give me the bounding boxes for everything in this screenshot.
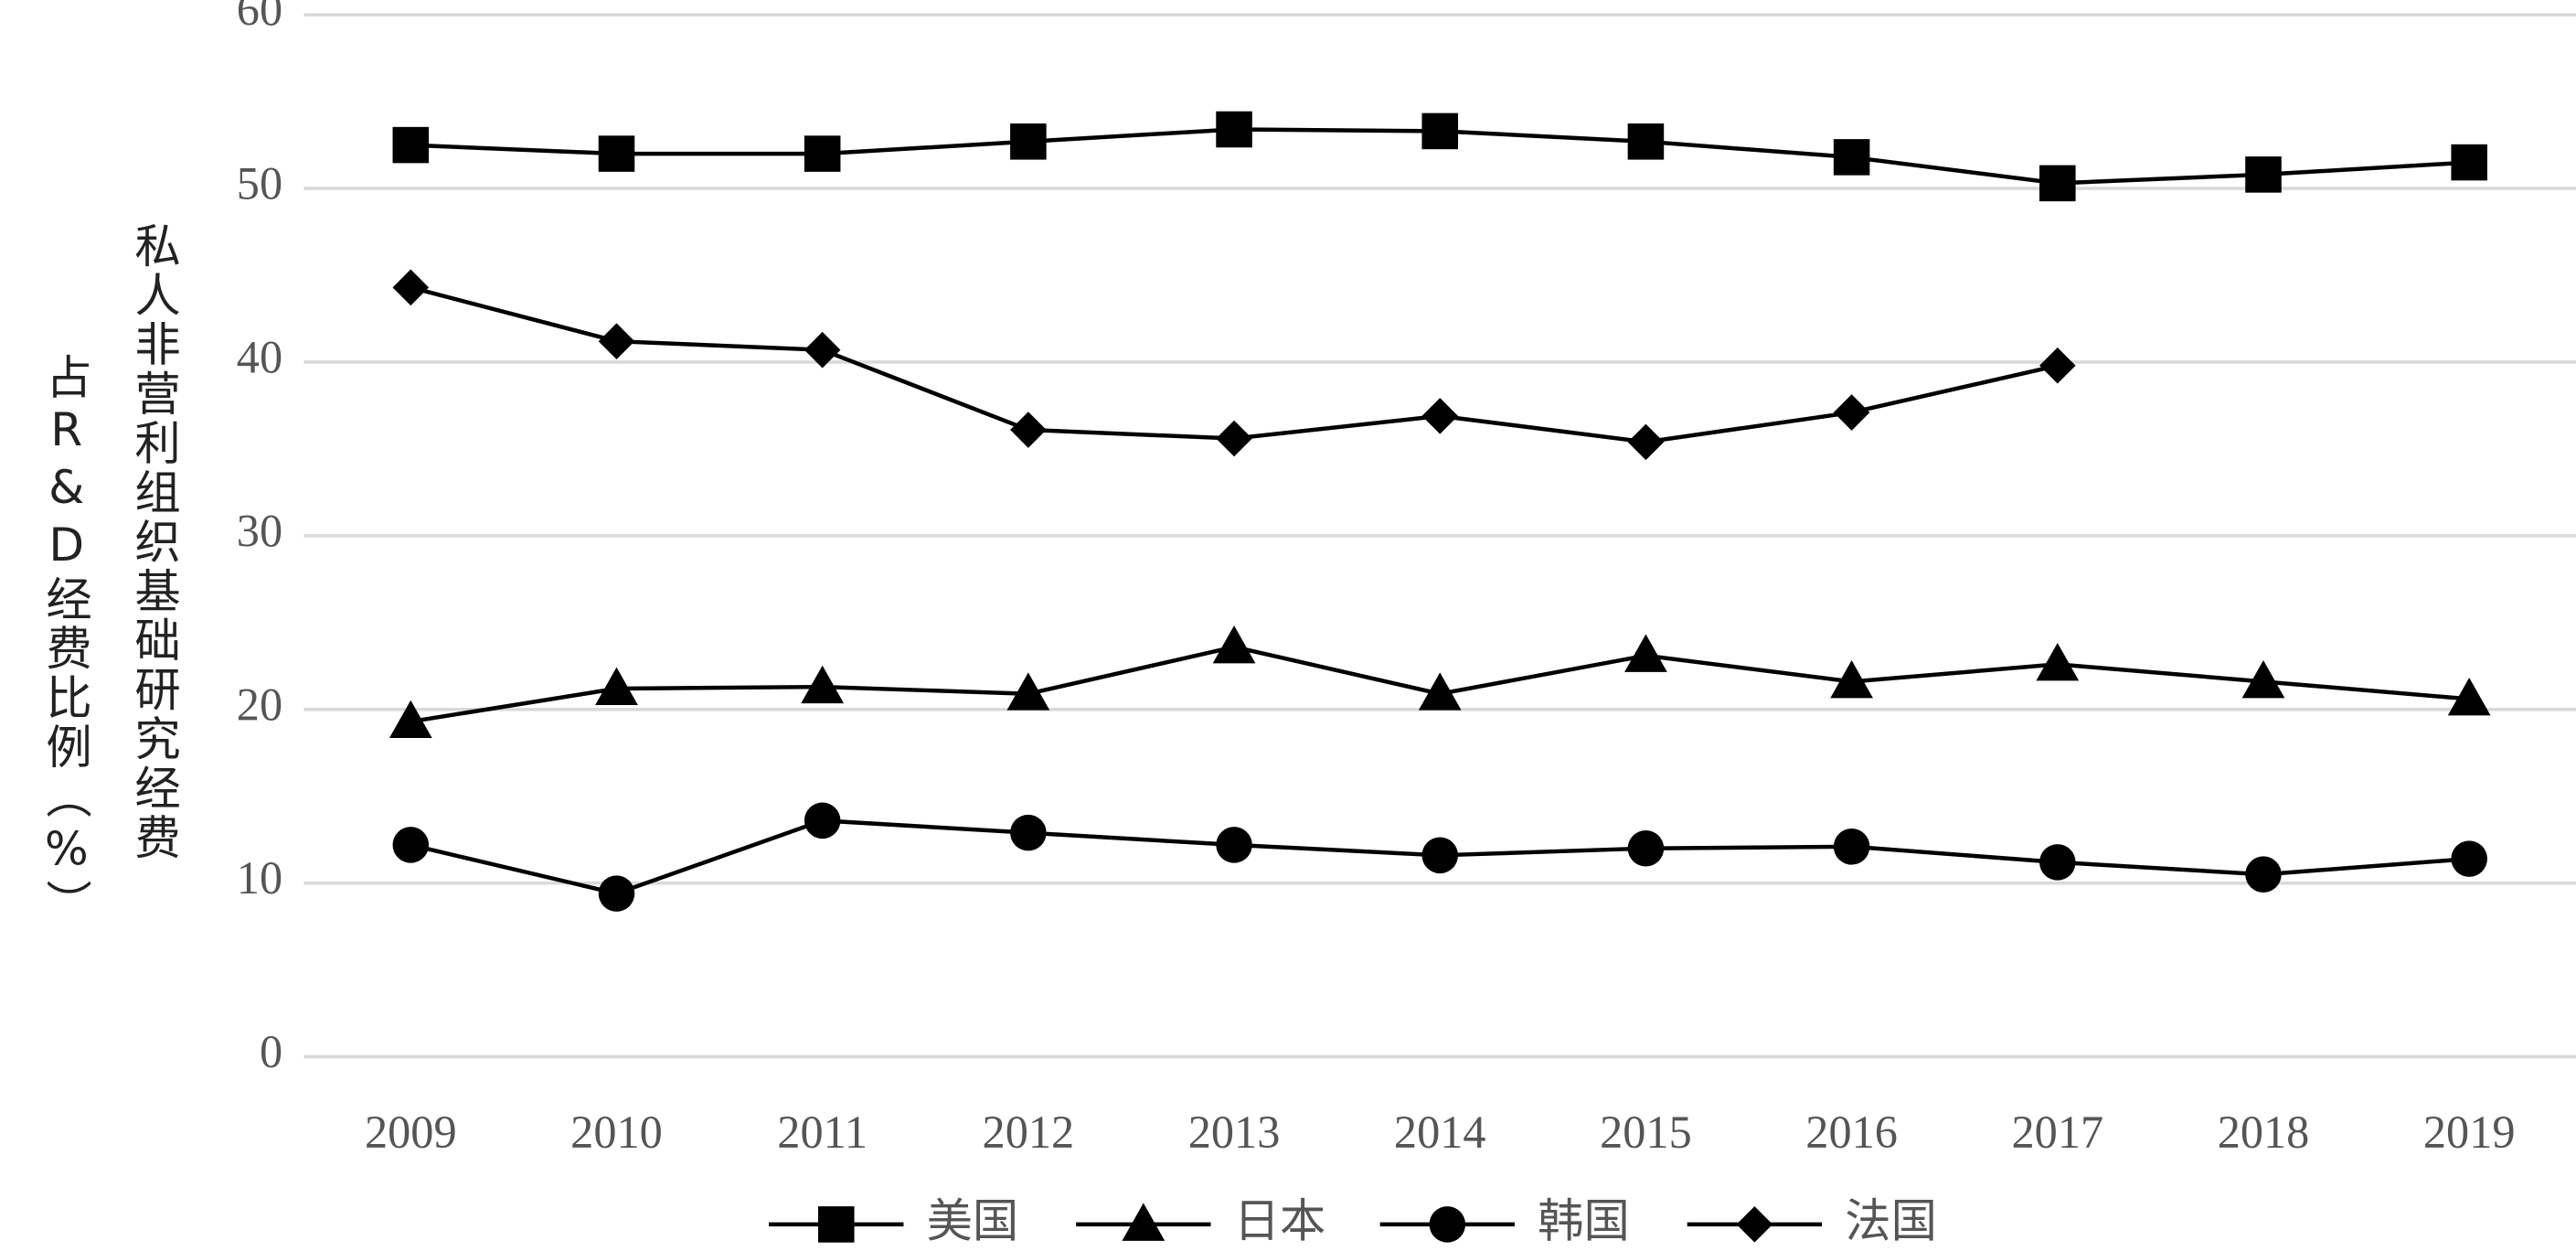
x-tick-label: 2017 — [2012, 1107, 2104, 1158]
marker — [1833, 139, 1870, 176]
marker — [2039, 348, 2076, 384]
marker — [804, 802, 841, 839]
legend-label: 韩国 — [1538, 1193, 1630, 1247]
y-tick-label: 30 — [237, 505, 282, 556]
marker — [2039, 844, 2076, 881]
x-tick-label: 2010 — [570, 1107, 663, 1158]
marker — [1216, 111, 1252, 148]
marker — [1627, 423, 1665, 461]
x-tick-label: 2019 — [2423, 1107, 2516, 1158]
marker — [1833, 394, 1870, 431]
marker — [1627, 829, 1665, 867]
marker — [598, 323, 635, 359]
marker — [804, 331, 841, 369]
marker — [1830, 660, 1873, 699]
legend-label: 美国 — [927, 1193, 1019, 1247]
x-tick-label: 2018 — [2218, 1107, 2310, 1158]
marker — [1421, 837, 1459, 874]
y-tick-label: 20 — [237, 679, 282, 730]
marker — [1010, 814, 1047, 851]
marker — [1833, 829, 1870, 865]
marker — [1624, 634, 1667, 672]
legend-marker — [818, 1206, 855, 1243]
x-tick-label: 2013 — [1188, 1107, 1281, 1158]
x-tick-label: 2009 — [365, 1107, 457, 1158]
y-tick-label: 40 — [237, 332, 282, 383]
marker — [2447, 678, 2491, 716]
x-tick-label: 2011 — [777, 1107, 868, 1158]
x-tick-label: 2012 — [983, 1107, 1075, 1158]
marker — [598, 875, 635, 912]
legend-marker — [1429, 1206, 1466, 1243]
x-tick-label: 2014 — [1394, 1107, 1486, 1158]
marker — [1010, 123, 1047, 160]
legend-label: 日本 — [1234, 1193, 1326, 1247]
y-axis-label: 占R&D经费比例（%） — [39, 353, 94, 929]
legend-marker — [1736, 1206, 1773, 1243]
marker — [2451, 840, 2487, 877]
marker — [2241, 660, 2285, 699]
marker — [1010, 412, 1047, 448]
y-tick-label: 10 — [237, 852, 282, 904]
marker — [801, 665, 845, 704]
marker — [1216, 420, 1252, 457]
marker — [1421, 398, 1459, 434]
y-tick-label: 60 — [237, 0, 282, 36]
marker — [2245, 156, 2282, 193]
marker — [2245, 856, 2282, 893]
x-tick-label: 2016 — [1805, 1107, 1898, 1158]
legend-label: 法国 — [1845, 1193, 1937, 1247]
legend-marker — [1122, 1203, 1166, 1241]
y-axis-label: 私人非营利组织基础研究经费 — [128, 221, 183, 863]
marker — [392, 269, 430, 306]
marker — [2036, 643, 2080, 681]
marker — [595, 667, 638, 705]
marker — [2451, 144, 2487, 181]
marker — [1627, 123, 1665, 160]
marker — [1216, 827, 1252, 863]
x-tick-label: 2015 — [1600, 1107, 1692, 1158]
y-tick-label: 0 — [260, 1026, 282, 1077]
marker — [1006, 672, 1050, 711]
marker — [392, 126, 430, 164]
series-line — [410, 285, 2059, 444]
marker — [598, 135, 635, 172]
marker — [1421, 112, 1459, 150]
marker — [804, 135, 841, 172]
marker — [1418, 672, 1462, 711]
y-tick-label: 50 — [237, 158, 282, 209]
marker — [2039, 165, 2076, 202]
marker — [389, 700, 432, 739]
marker — [392, 827, 430, 863]
marker — [1212, 626, 1256, 664]
